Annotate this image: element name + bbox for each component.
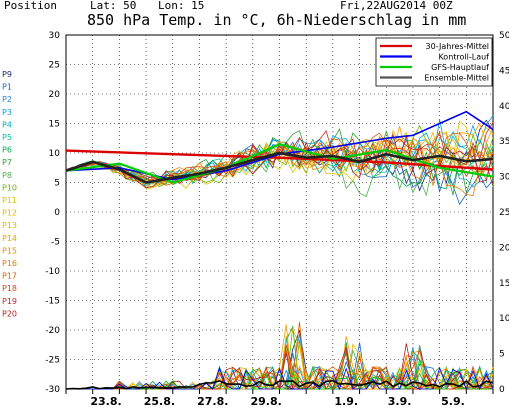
member-label-p5: P5 bbox=[2, 133, 12, 142]
y-axis-left: 30 25 20 15 10 5 0 -5 -10 -15 -20 -25 -30 bbox=[45, 31, 60, 395]
member-temp-line bbox=[65, 131, 494, 189]
x-tick-label: 25.8. bbox=[144, 395, 175, 408]
lon-label: Lon: 15 bbox=[158, 0, 205, 12]
y-left-tick-label: -5 bbox=[51, 238, 60, 248]
legend-label: 30-Jahres-Mittel bbox=[426, 42, 489, 51]
y-left-tick-label: 5 bbox=[54, 179, 60, 189]
member-label-p3: P3 bbox=[2, 108, 12, 117]
member-label-p1: P1 bbox=[2, 83, 12, 92]
ensemble-mean-line bbox=[65, 151, 494, 184]
member-temp-line bbox=[65, 135, 494, 185]
x-tick-label: 3.9. bbox=[388, 395, 412, 408]
member-label-p20: P20 bbox=[2, 309, 17, 318]
y-left-tick-label: 25 bbox=[49, 61, 60, 71]
run-date: Fri,22AUG2014 00Z bbox=[340, 0, 453, 12]
legend-label: Kontroll-Lauf bbox=[438, 53, 489, 62]
position-label: Position bbox=[4, 0, 57, 12]
y-left-tick-label: -20 bbox=[45, 326, 60, 336]
member-temp-line bbox=[65, 133, 494, 189]
y-right-tick-label: 15 bbox=[499, 279, 509, 289]
y-right-tick-label: 25 bbox=[499, 208, 509, 218]
member-labels: P9 P1 P2 P3 P4 P5 P6 P7 P8 P10 P11 P12 P13 P14 P15 P16 P… bbox=[2, 70, 17, 318]
x-tick-label: 23.8. bbox=[90, 395, 121, 408]
lat-label: Lat: 50 bbox=[90, 0, 137, 12]
member-label-p19: P19 bbox=[2, 297, 17, 306]
y-left-tick-label: 0 bbox=[54, 208, 60, 218]
y-left-tick-label: -10 bbox=[45, 267, 60, 277]
member-label-p4: P4 bbox=[2, 120, 12, 129]
y-left-tick-label: 30 bbox=[49, 31, 61, 41]
y-right-tick-label: 45 bbox=[499, 66, 509, 76]
legend-label: Ensemble-Mittel bbox=[424, 74, 489, 83]
y-right-tick-label: 35 bbox=[499, 137, 509, 147]
x-tick-label: 27.8. bbox=[197, 395, 228, 408]
member-label-p7: P7 bbox=[2, 158, 12, 167]
x-tick-label: 5.9. bbox=[441, 395, 465, 408]
gfs-main-run-line bbox=[65, 143, 494, 184]
member-label-p16: P16 bbox=[2, 259, 17, 268]
temperature-layer bbox=[65, 110, 494, 206]
member-temp-line bbox=[65, 142, 494, 185]
y-right-tick-label: 10 bbox=[499, 314, 509, 324]
member-label-p8: P8 bbox=[2, 171, 12, 180]
x-axis: 23.8. 25.8. 27.8. 29.8. 1.9. 3.9. 5.9. bbox=[65, 389, 494, 408]
member-precip-line bbox=[66, 366, 493, 390]
climate-mean-line bbox=[65, 149, 494, 171]
x-tick-label: 1.9. bbox=[334, 395, 358, 408]
y-left-tick-label: 20 bbox=[49, 90, 61, 100]
member-label-p2: P2 bbox=[2, 95, 12, 104]
member-precip-line bbox=[66, 366, 494, 391]
member-label-p12: P12 bbox=[2, 209, 17, 218]
member-label-p11: P11 bbox=[2, 196, 17, 205]
y-left-tick-label: 15 bbox=[49, 120, 60, 130]
legend: 30-Jahres-Mittel Kontroll-LaufGFS-Hauptla… bbox=[375, 37, 493, 87]
member-label-p13: P13 bbox=[2, 221, 17, 230]
y-right-tick-label: 30 bbox=[499, 173, 509, 183]
member-label-p18: P18 bbox=[2, 284, 17, 293]
y-right-tick-label: 40 bbox=[499, 102, 509, 112]
member-label-p14: P14 bbox=[2, 234, 17, 243]
y-right-tick-label: 0 bbox=[499, 385, 505, 395]
y-right-tick-label: 5 bbox=[499, 350, 505, 360]
y-left-tick-label: 10 bbox=[49, 149, 61, 159]
ensemble-mean-precip-line bbox=[65, 379, 494, 390]
member-precip-line bbox=[66, 324, 494, 390]
member-label-p15: P15 bbox=[2, 246, 17, 255]
x-tick-label: 29.8. bbox=[250, 395, 281, 408]
grid-layer bbox=[65, 34, 494, 390]
y-left-tick-label: -15 bbox=[45, 297, 60, 307]
y-left-tick-label: -25 bbox=[45, 356, 60, 366]
y-right-tick-label: 20 bbox=[499, 243, 509, 253]
member-label-p9: P9 bbox=[2, 70, 12, 79]
chart-title: 850 hPa Temp. in °C, 6h-Niederschlag in … bbox=[87, 11, 467, 29]
y-right-tick-label: 50 bbox=[499, 31, 509, 41]
y-left-tick-label: -30 bbox=[45, 385, 60, 395]
member-label-p10: P10 bbox=[2, 183, 17, 192]
member-label-p6: P6 bbox=[2, 146, 12, 155]
member-label-p17: P17 bbox=[2, 272, 17, 281]
legend-label: GFS-Hauptlauf bbox=[431, 63, 489, 72]
